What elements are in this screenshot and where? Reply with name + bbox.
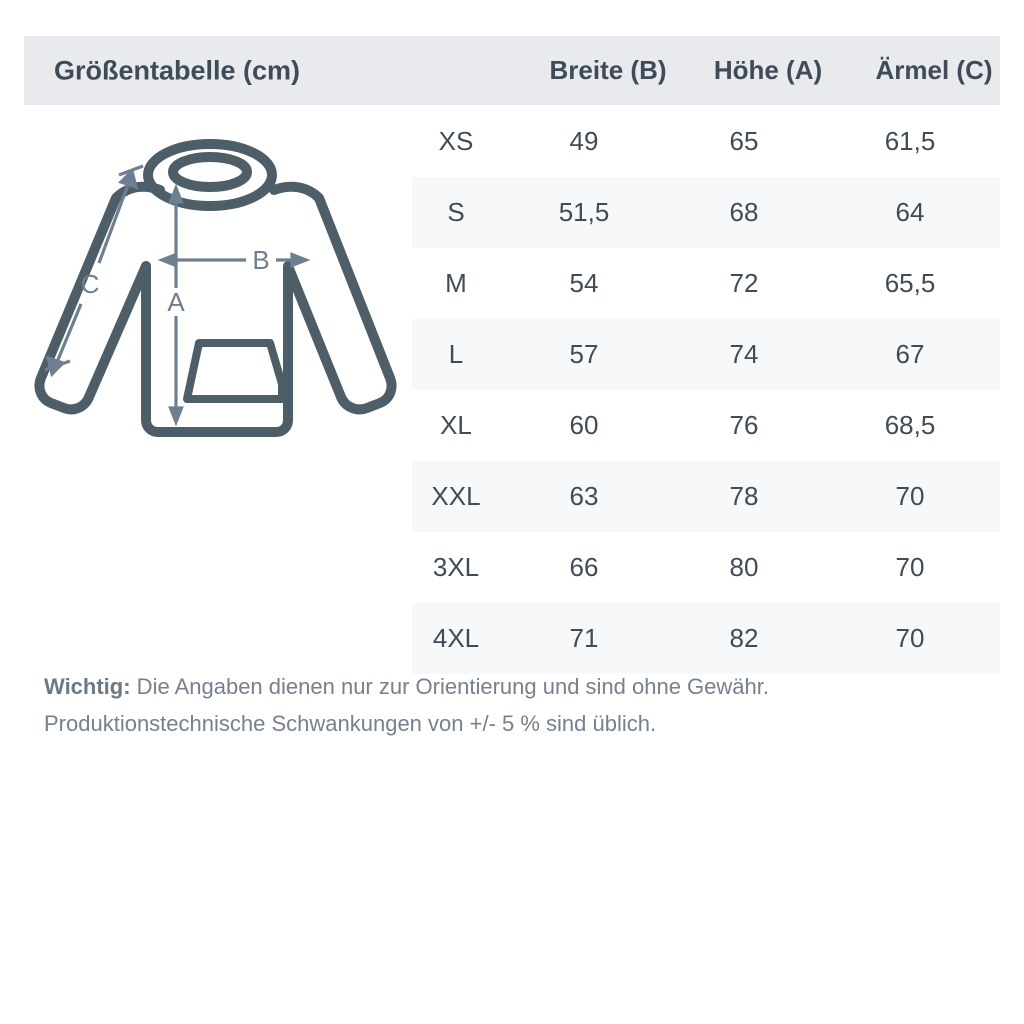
- label-width: B: [252, 245, 269, 275]
- cell-width: 51,5: [558, 197, 610, 227]
- hoodie-outline-group: [34, 139, 397, 437]
- table-row: M 54 72 65,5: [412, 248, 1000, 319]
- cell-width: 57: [569, 339, 599, 369]
- table-row: 4XL 71 82 70: [412, 603, 1000, 674]
- page-title: Größentabelle (cm): [54, 55, 301, 85]
- hoodie-diagram-svg: A B C: [34, 139, 397, 437]
- cell-width: 54: [569, 268, 599, 298]
- table-row: S 51,5 68 64: [412, 177, 1000, 248]
- table-row: XL 60 76 68,5: [412, 390, 1000, 461]
- dimension-c: [44, 164, 144, 378]
- cell-size: L: [448, 339, 464, 369]
- cell-size: 4XL: [432, 623, 480, 653]
- hoodie-illustration: A B C: [24, 120, 410, 450]
- dimension-b: [157, 252, 311, 268]
- table-row: XS 49 65 61,5: [412, 106, 1000, 177]
- cell-size: XXL: [431, 481, 481, 511]
- cell-height: 82: [729, 623, 759, 653]
- cell-height: 72: [729, 268, 759, 298]
- cell-width: 66: [569, 552, 599, 582]
- cell-height: 65: [729, 126, 759, 156]
- table-header-columns: Breite (B) Höhe (A) Ärmel (C): [436, 36, 1024, 105]
- table-row: L 57 74 67: [412, 319, 1000, 390]
- cell-size: 3XL: [432, 552, 480, 582]
- disclaimer-note: Wichtig: Die Angaben dienen nur zur Orie…: [44, 668, 994, 742]
- cell-width: 60: [569, 410, 599, 440]
- column-header-sleeve: Ärmel (C): [875, 55, 993, 85]
- cell-size: XS: [438, 126, 474, 156]
- disclaimer-line2: Produktionstechnische Schwankungen von +…: [44, 711, 657, 736]
- cell-size: M: [445, 268, 467, 298]
- disclaimer-line1: Die Angaben dienen nur zur Orientierung …: [130, 674, 769, 699]
- cell-size: S: [447, 197, 465, 227]
- table-row: 3XL 66 80 70: [412, 532, 1000, 603]
- dimension-a: [168, 183, 184, 427]
- cell-height: 80: [729, 552, 759, 582]
- cell-size: XL: [440, 410, 472, 440]
- cell-sleeve: 70: [895, 623, 925, 653]
- cell-sleeve: 67: [895, 339, 925, 369]
- table-body: XS 49 65 61,5 S 51,5 68 64 M 54 72 65,5 …: [412, 106, 1000, 674]
- dimension-lines-group: [44, 164, 311, 427]
- hoodie-body-and-sleeves-icon: [34, 181, 397, 437]
- cell-sleeve: 65,5: [884, 268, 936, 298]
- cell-sleeve: 68,5: [884, 410, 936, 440]
- cell-width: 63: [569, 481, 599, 511]
- column-header-height: Höhe (A): [713, 55, 823, 85]
- table-row: XXL 63 78 70: [412, 461, 1000, 532]
- cell-height: 68: [729, 197, 759, 227]
- pocket-icon: [183, 339, 286, 403]
- cell-height: 74: [729, 339, 759, 369]
- cell-height: 76: [729, 410, 759, 440]
- dimension-labels-group: A B C: [81, 245, 270, 317]
- label-height: A: [167, 287, 185, 317]
- disclaimer-label: Wichtig:: [44, 674, 131, 699]
- cell-width: 49: [569, 126, 599, 156]
- hood-inner-icon: [168, 152, 252, 192]
- cell-sleeve: 70: [895, 552, 925, 582]
- cell-width: 71: [569, 623, 599, 653]
- table-header: Größentabelle (cm) Breite (B) Höhe (A) Ä…: [24, 36, 1000, 105]
- label-sleeve: C: [81, 269, 100, 299]
- hood-outer-icon: [143, 139, 277, 211]
- cell-height: 78: [729, 481, 759, 511]
- cell-sleeve: 64: [895, 197, 925, 227]
- cell-sleeve: 70: [895, 481, 925, 511]
- column-header-width: Breite (B): [549, 55, 667, 85]
- cell-sleeve: 61,5: [884, 126, 936, 156]
